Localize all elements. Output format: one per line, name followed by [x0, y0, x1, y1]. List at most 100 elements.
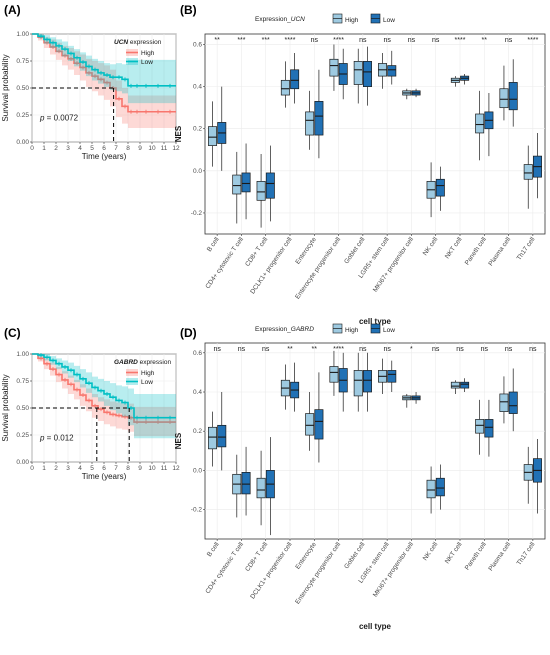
x-tick-label: 10	[148, 465, 156, 472]
confidence-band-high	[32, 354, 176, 437]
legend-title: GABRD expression	[114, 359, 171, 366]
box-low	[435, 178, 445, 197]
box-low	[363, 61, 372, 87]
y-tick-label: 0.4	[193, 84, 202, 91]
y-axis-label: NES	[174, 432, 183, 449]
box-high	[232, 174, 242, 195]
x-tick-label: Enterocyte progenitor cell	[294, 541, 342, 606]
survival-curve-high	[32, 353, 176, 423]
x-axis-label: Time (years)	[82, 472, 127, 481]
x-tick-label: Goblet cell	[343, 541, 367, 571]
significance-label: ns	[359, 37, 367, 44]
box-high	[523, 164, 533, 180]
box-high	[353, 370, 363, 397]
x-tick-label: NK cell	[422, 541, 440, 562]
box-low	[508, 391, 518, 414]
significance-label: ns	[505, 37, 513, 44]
x-tick-label: NKT cell	[444, 541, 464, 565]
x-tick-label: 11	[161, 465, 168, 472]
y-axis-label: Survival probability	[1, 54, 10, 121]
box-high	[256, 181, 266, 201]
y-tick-label: 0.0	[193, 168, 202, 175]
x-tick-label: DCLK1+ progenitor cell	[249, 541, 294, 601]
y-tick-label: 0.4	[193, 389, 202, 396]
panel-label-c: (C)	[4, 326, 21, 340]
box-high	[353, 61, 363, 85]
legend-title: Expression_UCN	[255, 16, 305, 23]
significance-label: ns	[383, 346, 391, 353]
x-tick-label: 11	[161, 145, 168, 152]
x-tick-label: Th17 cell	[516, 236, 537, 262]
x-tick-label: Plasma cell	[487, 541, 512, 573]
x-tick-label: Goblet cell	[343, 236, 367, 266]
legend-title-gene: GABRD	[291, 326, 314, 333]
y-tick-label: 1.00	[16, 31, 29, 38]
x-tick-label: Enterocyte	[294, 236, 318, 266]
box-high	[305, 413, 315, 436]
box-low	[314, 101, 324, 136]
x-tick-label: 9	[138, 465, 142, 472]
significance-label: **	[312, 346, 318, 353]
box-high	[208, 126, 217, 146]
y-tick-label: -0.2	[191, 210, 203, 217]
x-tick-label: 4	[78, 465, 82, 472]
x-tick-label: 4	[78, 145, 82, 152]
x-tick-label: Plasma cell	[487, 236, 512, 268]
x-tick-label: DCLK1+ progenitor cell	[249, 236, 294, 296]
y-axis-label: NES	[174, 125, 183, 142]
box-low	[484, 419, 494, 438]
p-value-text: p = 0.0072	[39, 113, 79, 122]
significance-label: ***	[237, 37, 245, 44]
survival-curve-low	[32, 33, 176, 87]
x-tick-label: 5	[90, 465, 94, 472]
significance-label: ns	[505, 346, 513, 353]
legend-title: Expression_GABRD	[255, 326, 314, 333]
x-tick-label: 7	[114, 465, 118, 472]
significance-label: ns	[383, 37, 391, 44]
x-tick-label: 0	[30, 145, 34, 152]
legend-label-high: High	[141, 50, 155, 57]
legend-title-prefix: Expression_	[255, 326, 291, 333]
significance-label: ns	[432, 346, 440, 353]
significance-label: ns	[262, 346, 270, 353]
significance-label: **	[287, 346, 293, 353]
y-tick-label: 0.50	[16, 405, 29, 412]
x-tick-label: 8	[126, 465, 130, 472]
box-low	[314, 409, 324, 440]
x-tick-label: 7	[114, 145, 118, 152]
x-tick-label: CD8+ T cell	[244, 236, 269, 268]
box-low	[387, 370, 397, 383]
x-tick-label: 2	[54, 145, 58, 152]
significance-label: ns	[408, 37, 416, 44]
box-high	[475, 113, 485, 134]
x-axis-label: cell type	[359, 317, 392, 326]
legend-title-gene: GABRD	[114, 359, 138, 366]
significance-label: ns	[311, 37, 319, 44]
box-low	[387, 65, 397, 77]
legend-title-gene: UCN	[114, 39, 128, 46]
box-low	[241, 172, 251, 193]
panel-b: (B) -0.20.00.20.40.6** *** *** **** ns **** ns…	[174, 3, 546, 326]
legend-title-suffix: expression	[138, 359, 172, 366]
box-low	[290, 69, 300, 90]
box-low	[460, 381, 470, 389]
survival-curve-low	[32, 353, 176, 419]
box-high	[329, 366, 339, 383]
y-tick-label: 0.2	[193, 126, 202, 133]
plot-area	[204, 342, 546, 540]
legend-label-high: High	[141, 370, 155, 377]
p-value-number: = 0.0072	[47, 113, 79, 122]
y-axis-label: Survival probability	[1, 374, 10, 441]
x-tick-label: NK cell	[422, 236, 440, 257]
x-tick-label: Paneth cell	[464, 236, 488, 267]
legend-title-prefix: Expression_	[255, 16, 291, 23]
box-high	[329, 58, 339, 77]
significance-label: ns	[481, 346, 489, 353]
box-high	[450, 381, 460, 389]
y-tick-label: 0.0	[193, 467, 202, 474]
p-value-symbol: p	[39, 433, 47, 442]
x-tick-label: 9	[138, 145, 142, 152]
significance-label: *	[410, 346, 413, 353]
box-high	[208, 426, 217, 450]
